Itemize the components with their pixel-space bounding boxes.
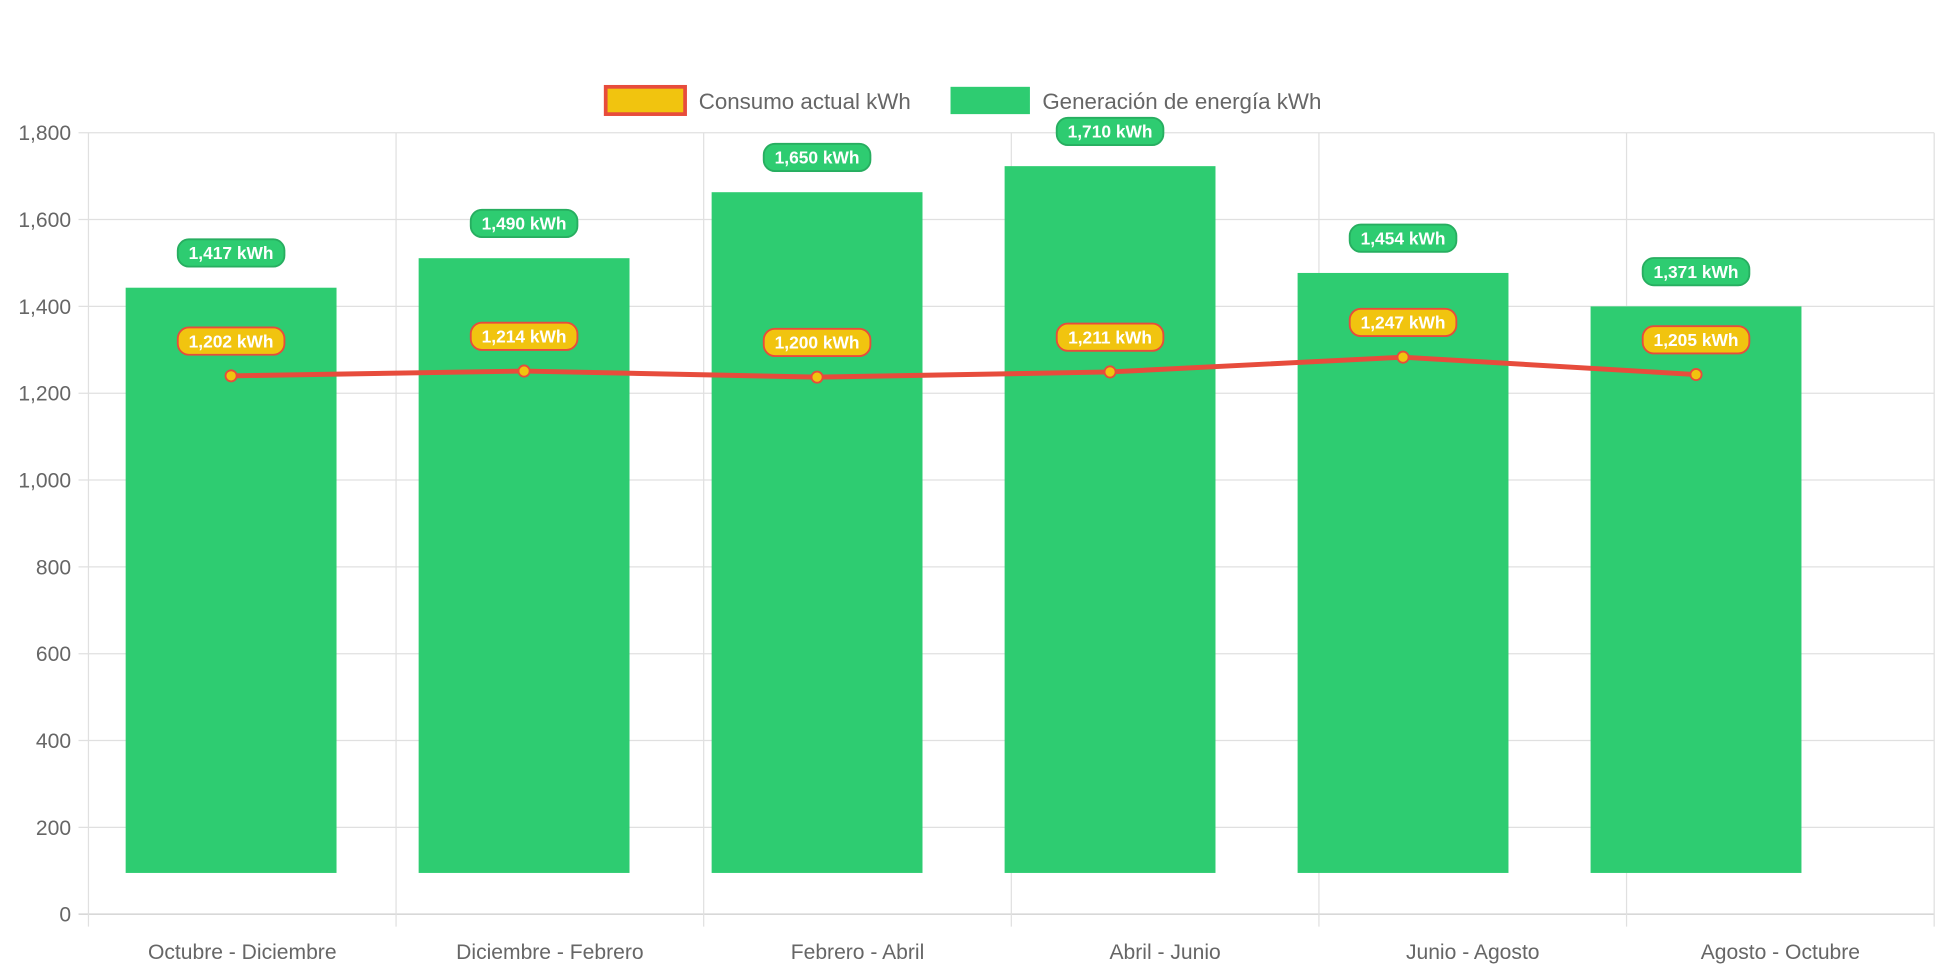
bar-data-label-bg — [1348, 223, 1458, 253]
bar-data-label-bg — [1055, 116, 1165, 146]
line-data-label: 1,205 kWh — [1654, 330, 1739, 350]
line-point — [1103, 365, 1117, 379]
line-data-label-bg — [1055, 322, 1165, 352]
line-data-label: 1,247 kWh — [1361, 313, 1446, 333]
line-data-label: 1,200 kWh — [775, 333, 860, 353]
x-tick-label: Abril - Junio — [1109, 941, 1220, 964]
line-point — [810, 370, 824, 384]
bar-data-label: 1,490 kWh — [482, 214, 567, 234]
bar — [1590, 306, 1802, 873]
legend-item-consumo[interactable]: Consumo actual kWh — [603, 84, 911, 116]
bar-data-label: 1,417 kWh — [189, 243, 274, 263]
bar-data-label: 1,650 kWh — [775, 148, 860, 168]
line-data-label: 1,211 kWh — [1068, 327, 1152, 347]
y-tick-label: 1,000 — [18, 469, 71, 492]
y-tick-label: 400 — [36, 730, 71, 753]
legend-label-generacion: Generación de energía kWh — [1042, 89, 1321, 114]
x-tick-label: Octubre - Diciembre — [148, 941, 337, 964]
bar-data-label-bg — [176, 238, 286, 268]
bar-data-label: 1,454 kWh — [1361, 228, 1446, 248]
line-point — [1396, 350, 1410, 364]
line-data-label-bg — [469, 321, 579, 351]
legend-swatch-generacion — [950, 86, 1030, 115]
x-tick-label: Junio - Agosto — [1406, 941, 1540, 964]
x-tick-label: Agosto - Octubre — [1701, 941, 1860, 964]
bar — [711, 192, 923, 873]
y-tick-label: 800 — [36, 556, 71, 579]
bar-data-label-bg — [1641, 257, 1751, 287]
data-labels: 1,417 kWh 1,490 kWh 1,650 kWh 1,710 kWh 1,45… — [176, 116, 1751, 357]
line-point — [517, 364, 531, 378]
line-data-label-bg — [1641, 325, 1751, 355]
bar — [1297, 272, 1509, 873]
line-data-label: 1,214 kWh — [482, 327, 567, 347]
bar — [418, 258, 630, 873]
bar — [1004, 166, 1216, 873]
line-point — [224, 369, 238, 383]
y-tick-label: 1,600 — [18, 209, 71, 232]
line-data-label-bg — [762, 327, 872, 357]
y-tick-label: 600 — [36, 643, 71, 666]
line-point — [1689, 368, 1703, 382]
legend-label-consumo: Consumo actual kWh — [699, 89, 911, 114]
y-tick-label: 1,200 — [18, 383, 71, 406]
line-data-label-bg — [1348, 307, 1458, 338]
line-data-label-bg — [176, 326, 286, 356]
bar-data-label-bg — [469, 208, 579, 239]
bar-data-label-bg — [762, 142, 872, 173]
bar-data-label: 1,710 kWh — [1068, 122, 1153, 142]
x-tick-label: Febrero - Abril — [791, 941, 925, 964]
line-series — [224, 350, 1703, 384]
y-tick-label: 1,400 — [18, 296, 71, 319]
bars — [125, 166, 1802, 873]
legend-item-generacion[interactable]: Generación de energía kWh — [950, 86, 1322, 115]
x-tick-label: Diciembre - Febrero — [456, 941, 643, 964]
y-tick-label: 200 — [36, 817, 71, 840]
line-path — [231, 354, 1697, 380]
bar-data-label: 1,371 kWh — [1654, 262, 1739, 282]
y-tick-label: 1,800 — [18, 122, 71, 145]
legend: Consumo actual kWh Generación de energía… — [603, 84, 1322, 116]
line-data-label: 1,202 kWh — [189, 331, 274, 351]
y-tick-label: 0 — [59, 904, 71, 927]
legend-swatch-consumo — [603, 84, 687, 116]
bar — [125, 287, 337, 873]
